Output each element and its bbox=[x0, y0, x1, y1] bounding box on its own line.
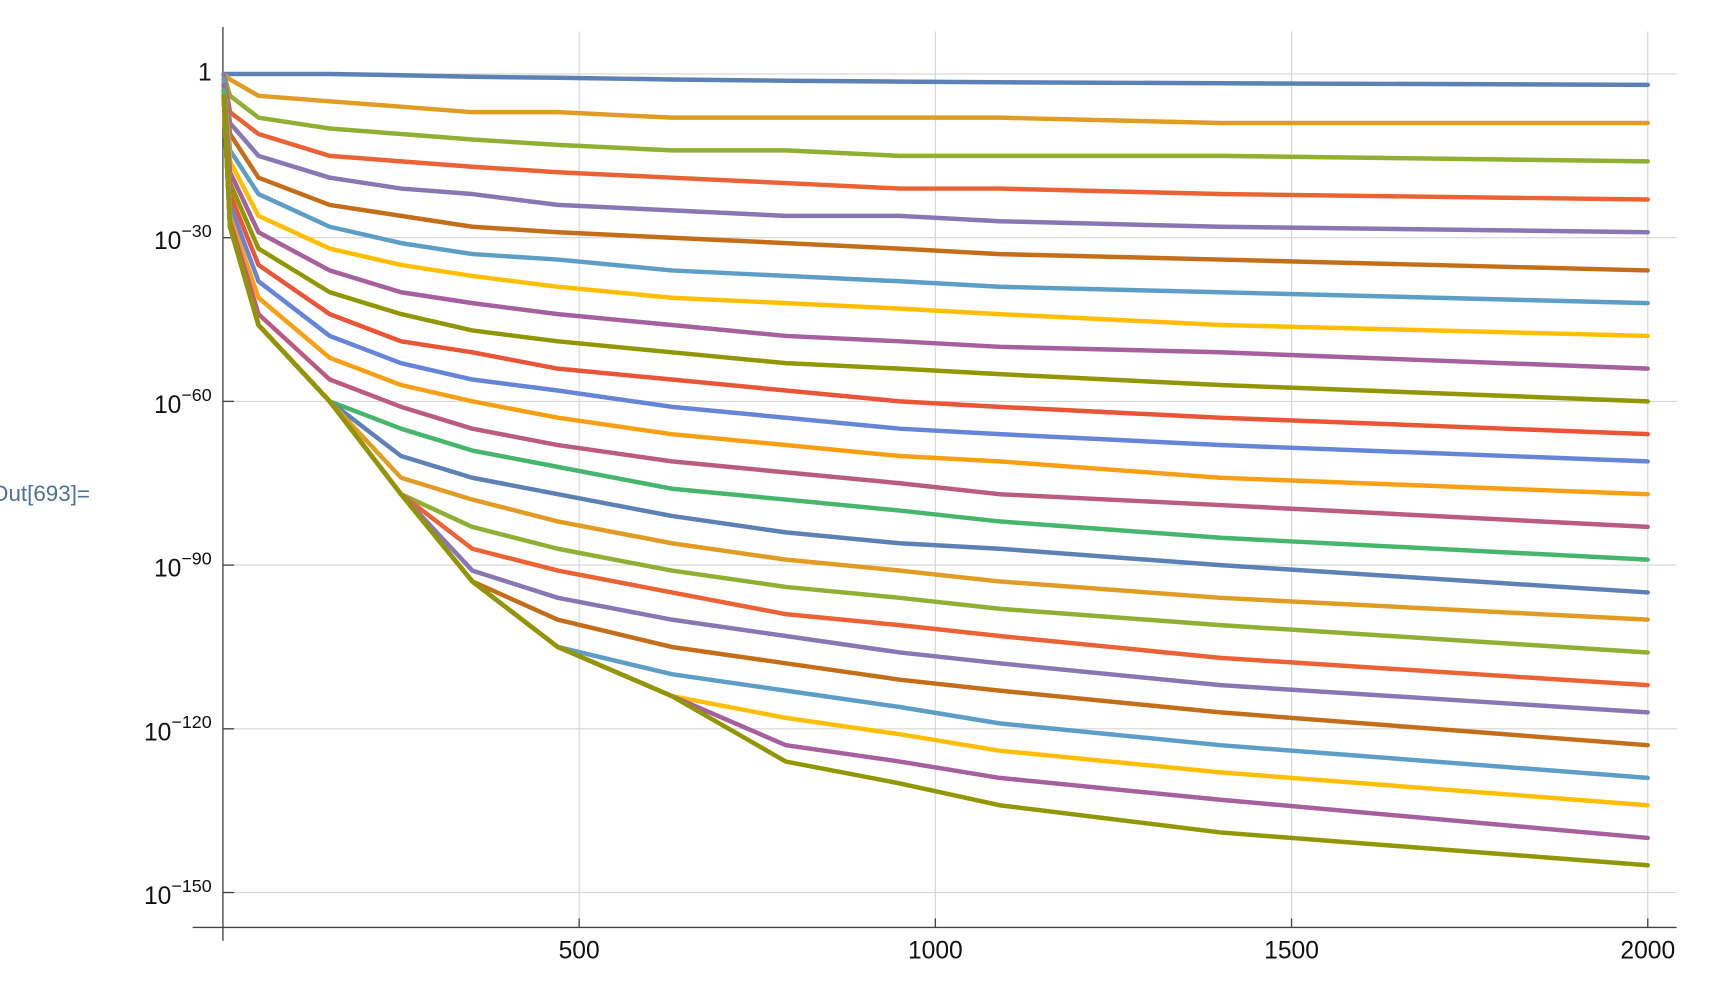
x-tick-label: 1500 bbox=[1264, 938, 1319, 965]
series-line bbox=[221, 71, 1650, 126]
y-tick-base: 10 bbox=[154, 228, 181, 255]
series-line bbox=[221, 77, 1650, 306]
y-tick-exponent: −120 bbox=[171, 712, 211, 732]
y-tick-label: 10−150 bbox=[144, 876, 212, 910]
y-tick-label: 10−60 bbox=[154, 385, 212, 419]
series-line bbox=[221, 88, 1650, 404]
series-line bbox=[221, 88, 1650, 437]
series-line bbox=[221, 88, 1650, 530]
cell-label: Out[693]= bbox=[0, 481, 90, 506]
series-line bbox=[221, 93, 1650, 868]
y-tick-label: 10−90 bbox=[154, 548, 212, 582]
series-line bbox=[221, 82, 1650, 339]
y-tick-exponent: −30 bbox=[181, 221, 211, 241]
series-line bbox=[221, 71, 1650, 202]
y-tick-label: 10−120 bbox=[144, 712, 212, 746]
y-tick-exponent: −90 bbox=[181, 548, 211, 568]
series-line bbox=[221, 77, 1650, 273]
y-tick-base: 10 bbox=[154, 555, 181, 582]
series-line bbox=[221, 88, 1650, 464]
series-line bbox=[221, 88, 1650, 497]
series-line bbox=[221, 71, 1650, 235]
x-tick-label: 1000 bbox=[908, 938, 963, 965]
x-tick-label: 500 bbox=[559, 938, 600, 965]
y-tick-base: 10 bbox=[154, 391, 181, 418]
y-tick-exponent: −60 bbox=[181, 385, 211, 405]
series-line bbox=[221, 71, 1650, 164]
series-line bbox=[221, 71, 1650, 88]
y-tick-label: 1 bbox=[198, 59, 212, 86]
y-tick-label: 10−30 bbox=[154, 221, 212, 255]
series-line bbox=[221, 82, 1650, 371]
y-tick-base: 10 bbox=[144, 719, 171, 746]
y-tick-exponent: −150 bbox=[171, 876, 211, 896]
y-tick-base: 10 bbox=[144, 883, 171, 910]
x-tick-label: 2000 bbox=[1620, 938, 1675, 965]
